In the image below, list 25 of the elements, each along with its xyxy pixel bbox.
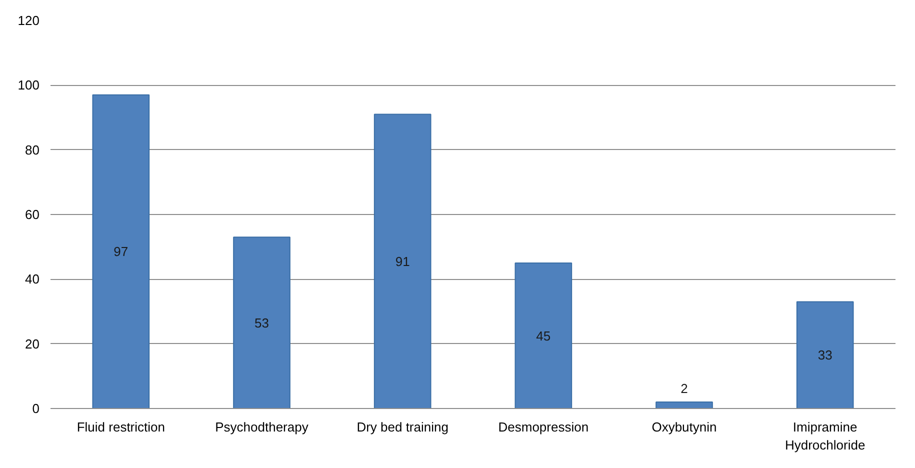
- y-tick-label: 100: [18, 78, 40, 93]
- y-tick-label: 0: [32, 401, 40, 416]
- data-label: 33: [818, 348, 832, 363]
- y-tick-label: 40: [25, 272, 40, 287]
- x-tick-label: Imipramine Hydrochloride: [784, 420, 866, 452]
- y-tick-label: 120: [18, 13, 40, 28]
- bar: [656, 402, 713, 408]
- data-label: 2: [680, 380, 688, 396]
- x-tick-label: Oxybutynin: [652, 420, 717, 434]
- data-label: 97: [114, 244, 128, 260]
- bar: [374, 114, 432, 408]
- y-tick-label: 20: [25, 336, 40, 352]
- y-tick-label: 80: [25, 142, 40, 158]
- x-tick-label: Psychodtherapy: [215, 420, 309, 434]
- bar: [92, 94, 150, 408]
- y-tick-label: 60: [25, 207, 40, 222]
- data-label: 45: [536, 328, 551, 344]
- bar: [796, 301, 854, 408]
- data-label: 53: [254, 315, 269, 330]
- bar: [514, 262, 572, 408]
- data-label: 91: [395, 254, 410, 269]
- x-tick-label: Dry bed training: [356, 420, 448, 434]
- bar: [233, 236, 290, 408]
- x-tick-label: Fluid restriction: [76, 420, 165, 434]
- x-tick-label: Desmopression: [498, 420, 589, 434]
